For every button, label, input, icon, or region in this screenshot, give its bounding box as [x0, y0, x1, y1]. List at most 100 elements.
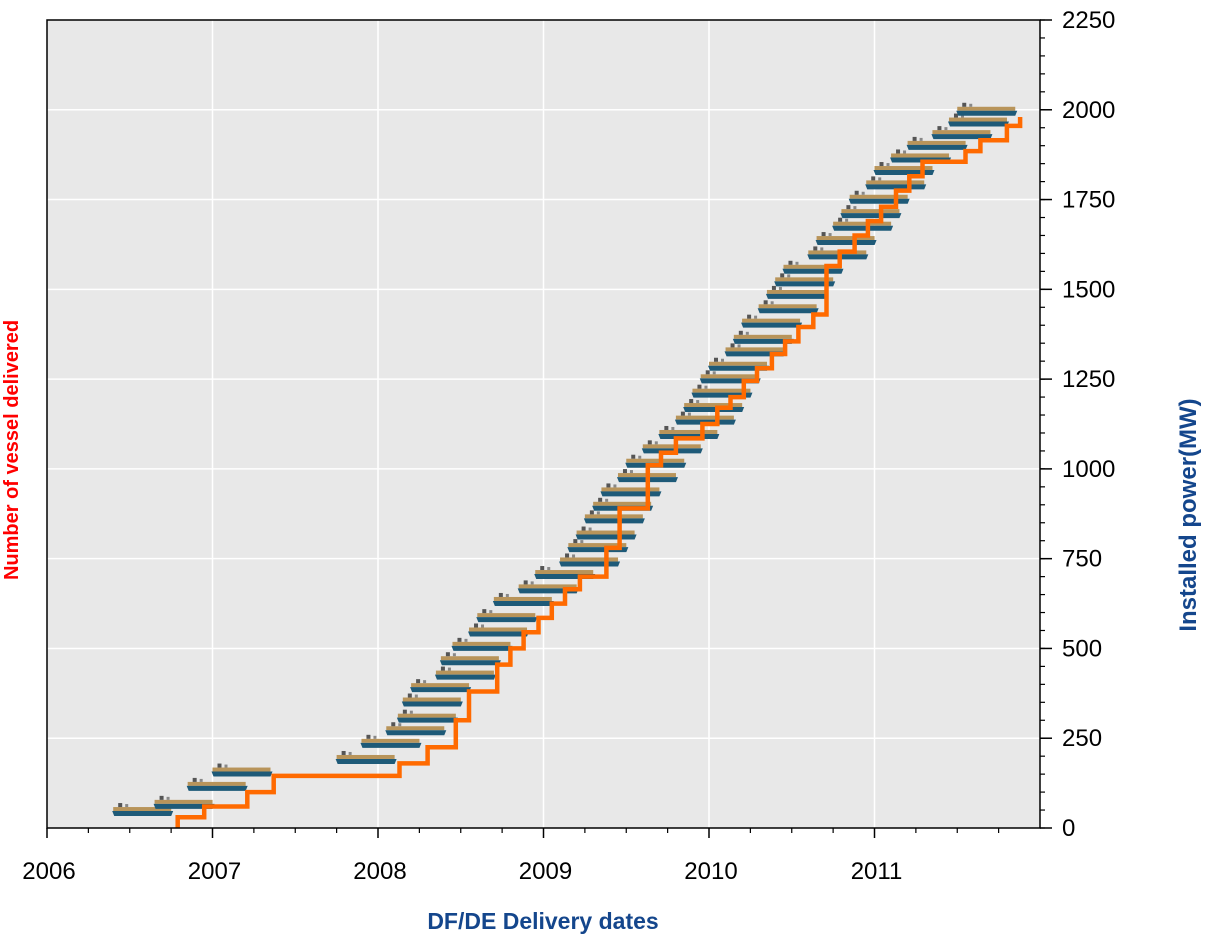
vessel-hull	[765, 293, 827, 299]
vessel-bridge	[705, 370, 710, 375]
vessel-deck	[386, 726, 445, 731]
vessel-funnel	[704, 385, 708, 389]
vessel-bridge	[631, 454, 636, 459]
vessel-deck	[397, 713, 456, 718]
vessel-funnel	[721, 358, 724, 362]
y-tick-label: 1500	[1062, 276, 1115, 303]
vessel-bridge	[937, 126, 942, 131]
vessel-hull	[815, 240, 877, 246]
vessel-bridge	[391, 722, 396, 727]
vessel-deck	[932, 130, 991, 135]
vessel-funnel	[481, 624, 485, 628]
vessel-hull	[575, 534, 637, 540]
vessel-bridge	[402, 709, 407, 714]
vessel-bridge	[416, 679, 421, 684]
x-tick-label: 2010	[684, 858, 737, 885]
vessel-funnel	[398, 723, 402, 727]
vessel-marker-icon	[410, 679, 472, 693]
vessel-deck	[535, 570, 594, 575]
vessel-marker-icon	[186, 777, 248, 791]
y-tick-label: 0	[1062, 815, 1075, 842]
vessel-funnel	[696, 400, 700, 404]
vessel-hull	[583, 518, 645, 524]
vessel-hull	[410, 687, 472, 693]
x-tick-label: 2011	[851, 858, 903, 885]
vessel-funnel	[348, 751, 352, 755]
vessel-hull	[600, 491, 662, 497]
vessel-bridge	[813, 246, 818, 251]
y-tick-label: 1000	[1062, 456, 1115, 483]
vessel-hull	[396, 717, 458, 723]
y-tick-label: 2000	[1062, 97, 1115, 124]
vessel-marker-icon	[873, 162, 935, 176]
vessel-hull	[848, 198, 910, 204]
vessel-funnel	[199, 778, 203, 782]
vessel-deck	[212, 767, 271, 772]
vessel-hull	[732, 338, 794, 344]
vessel-bridge	[540, 566, 545, 571]
vessel-marker-icon	[708, 357, 769, 371]
vessel-marker-icon	[401, 693, 463, 707]
vessel-deck	[626, 458, 685, 463]
vessel-bridge	[647, 440, 652, 445]
vessel-funnel	[572, 554, 576, 558]
vessel-hull	[186, 785, 248, 791]
vessel-deck	[957, 106, 1016, 111]
vessel-bridge	[689, 399, 694, 404]
vessel-marker-icon	[956, 102, 1018, 116]
vessel-funnel	[886, 163, 890, 167]
vessel-bridge	[912, 136, 917, 141]
vessel-funnel	[671, 426, 675, 430]
vessel-funnel	[423, 680, 427, 684]
vessel-deck	[775, 277, 834, 282]
vessel-hull	[757, 308, 819, 314]
vessel-deck	[659, 429, 718, 434]
vessel-deck	[568, 543, 627, 548]
vessel-funnel	[505, 593, 509, 597]
vessel-marker-icon	[732, 330, 794, 344]
y-tick-label: 2250	[1062, 7, 1115, 34]
vessel-bridge	[788, 260, 793, 265]
vessel-bridge	[771, 285, 776, 290]
vessel-funnel	[373, 735, 377, 739]
y-tick-label: 250	[1062, 725, 1102, 752]
vessel-bridge	[573, 539, 578, 544]
vessel-funnel	[903, 150, 907, 154]
vessel-deck	[766, 289, 825, 294]
vessel-hull	[782, 268, 844, 274]
vessel-bridge	[953, 113, 958, 118]
vessel-marker-icon	[741, 314, 803, 328]
vessel-funnel	[166, 796, 170, 800]
vessel-bridge	[457, 637, 462, 642]
vessel-bridge	[622, 469, 627, 474]
vessel-marker-icon	[211, 763, 273, 777]
vessel-funnel	[853, 206, 857, 210]
vessel-marker-icon	[396, 709, 458, 723]
vessel-bridge	[763, 300, 768, 305]
vessel-bridge	[846, 205, 851, 210]
vessel-bridge	[962, 102, 967, 107]
vessel-bridge	[440, 666, 445, 671]
vessel-deck	[733, 334, 792, 339]
vessel-marker-icon	[765, 285, 827, 299]
vessel-bridge	[714, 357, 718, 362]
vessel-hull	[956, 110, 1018, 116]
vessel-bridge	[482, 609, 487, 614]
vessel-bridge	[498, 592, 503, 597]
vessel-hull	[741, 322, 803, 328]
vessel-funnel	[489, 610, 493, 614]
vessel-funnel	[944, 127, 948, 131]
vessel-funnel	[547, 567, 551, 571]
vessel-deck	[758, 304, 817, 309]
y-axis: 0 250 500 750 1000 1250 1500 1750 2000 2250	[1040, 7, 1115, 842]
vessel-hull	[211, 771, 273, 777]
vessel-deck	[440, 656, 499, 661]
vessel-hull	[476, 617, 538, 623]
vessel-hull	[559, 561, 621, 567]
vessel-deck	[709, 361, 767, 366]
vessel-funnel	[654, 441, 658, 445]
vessel-hull	[335, 758, 397, 764]
vessel-funnel	[737, 344, 741, 348]
vessel-bridge	[730, 343, 735, 348]
vessel-bridge	[738, 330, 743, 335]
